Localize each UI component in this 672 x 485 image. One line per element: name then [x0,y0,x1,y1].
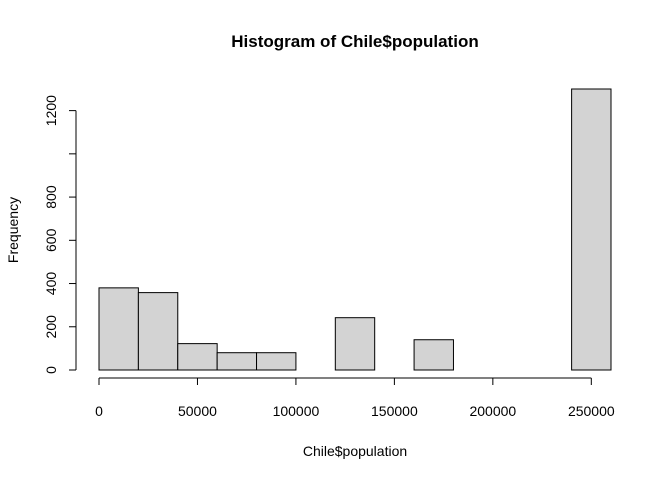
histogram-bar [413,339,454,371]
histogram-bar [177,343,218,371]
x-tick-label: 200000 [469,403,516,419]
x-tick-label: 150000 [371,403,418,419]
x-axis: 0 50000 100000 150000 200000 250000 [95,377,615,419]
x-tick-label: 50000 [178,403,217,419]
histogram-bar [334,317,376,371]
histogram-bar [216,352,258,371]
histogram-bar [256,352,297,371]
y-tick-label: 0 [43,366,59,374]
x-axis-label: Chile$population [303,443,407,459]
x-tick-label: 100000 [273,403,320,419]
x-tick-label: 0 [95,403,103,419]
y-tick-label: 400 [43,272,59,296]
histogram-bar [137,292,179,371]
y-axis-label: Frequency [5,197,21,263]
y-tick-label: 1200 [43,95,59,126]
bars-group [98,88,612,371]
y-tick-label: 600 [43,228,59,252]
x-tick-label: 250000 [568,403,615,419]
histogram-bar [571,88,612,371]
histogram-bar [98,287,139,371]
y-tick-label: 200 [43,315,59,339]
y-tick-label: 800 [43,185,59,209]
y-axis: 0 200 400 600 800 1200 [43,95,77,374]
chart-title: Histogram of Chile$population [231,32,478,51]
